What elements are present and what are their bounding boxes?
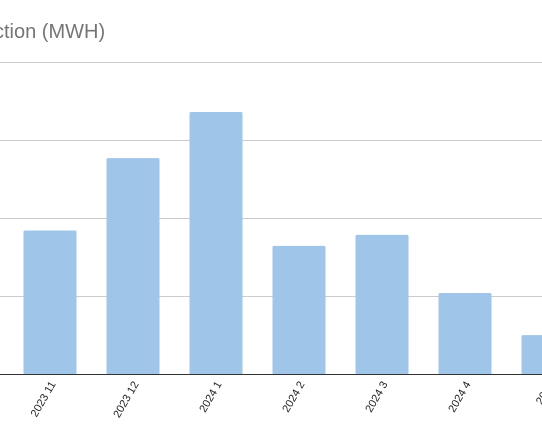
x-tick-label: 2024 3 xyxy=(363,380,390,415)
bars xyxy=(23,112,542,375)
x-tick-label: 2024 2 xyxy=(280,380,307,415)
bar xyxy=(355,234,409,375)
bar xyxy=(272,245,326,375)
x-tick-label: 2024 xyxy=(534,380,542,407)
bar xyxy=(189,112,243,375)
x-tick-label: 2024 1 xyxy=(197,380,224,415)
bar xyxy=(438,292,492,375)
bar xyxy=(106,158,160,375)
x-tick-label: 2023 11 xyxy=(29,380,59,420)
chart-title: ction (MWH) xyxy=(0,21,105,43)
x-tick-label: 2024 4 xyxy=(446,380,473,415)
gridlines xyxy=(0,62,542,297)
x-tick-labels: 2023 11 2023 12 2024 1 2024 2 2024 3 2024 4 20… xyxy=(29,380,542,420)
x-tick-label: 2023 12 xyxy=(111,380,141,420)
bar xyxy=(23,230,77,375)
bar xyxy=(521,335,542,375)
